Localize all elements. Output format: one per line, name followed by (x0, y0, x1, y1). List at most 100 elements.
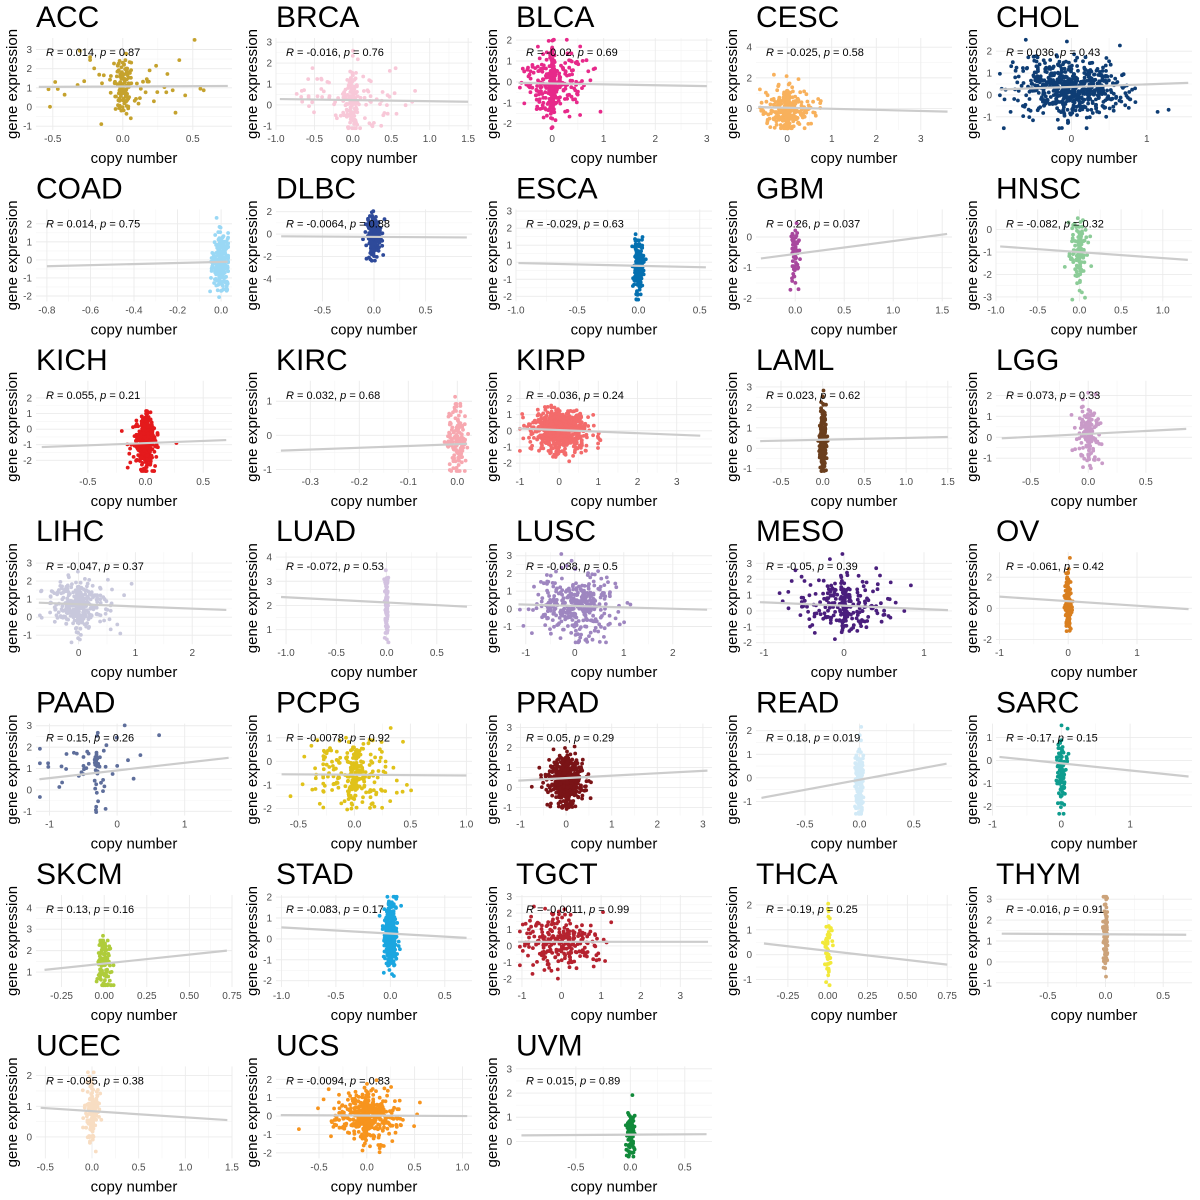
data-point (567, 114, 572, 119)
data-point (552, 441, 556, 445)
x-tick-label: 0.0 (139, 477, 153, 488)
data-point (824, 402, 828, 407)
x-tick-label: 2 (652, 134, 658, 145)
data-point (348, 109, 353, 114)
data-point (640, 235, 645, 239)
y-axis-label: gene expression (4, 200, 21, 310)
y-tick-label: 0 (986, 90, 992, 101)
data-point (458, 401, 463, 406)
p-eq: = (820, 218, 833, 230)
data-point (1086, 422, 1090, 426)
data-point (115, 622, 120, 627)
data-point (1013, 75, 1018, 80)
p-value: 0.68 (359, 390, 380, 402)
data-point (558, 423, 563, 428)
r-symbol: R (526, 218, 534, 230)
x-axis-label: copy number (811, 321, 898, 338)
p-value: 0.63 (603, 218, 624, 230)
x-tick-label: -0.4 (125, 305, 143, 316)
data-point (1077, 230, 1082, 235)
x-axis-label: copy number (571, 150, 658, 167)
x-axis-label: copy number (91, 321, 178, 338)
data-point (310, 100, 315, 105)
data-point (381, 253, 386, 257)
data-point (536, 44, 540, 49)
data-point (540, 103, 545, 107)
data-point (376, 231, 380, 235)
data-point (1118, 95, 1123, 100)
y-tick-label: 2 (746, 403, 752, 414)
data-point (212, 240, 217, 245)
x-tick-label: -0.8 (38, 305, 56, 316)
data-point (362, 89, 366, 93)
data-point (1086, 436, 1091, 440)
data-point (1113, 76, 1118, 81)
data-point (1061, 101, 1065, 106)
r-symbol: R (286, 47, 294, 59)
data-point (531, 70, 536, 75)
data-point (1075, 113, 1079, 117)
data-point (136, 101, 141, 106)
data-point (638, 272, 643, 277)
data-point (346, 125, 350, 129)
data-point (772, 72, 776, 77)
data-point (155, 90, 160, 94)
p-symbol: p (583, 218, 590, 230)
data-point (1021, 114, 1026, 118)
data-point (223, 264, 228, 269)
r-symbol: R (286, 218, 294, 230)
data-point (544, 75, 549, 80)
data-point (372, 121, 376, 125)
y-tick-label: 1 (506, 410, 512, 421)
data-point (1032, 74, 1036, 79)
data-point (537, 448, 541, 453)
data-point (786, 90, 791, 95)
p-value: 0.24 (603, 390, 624, 402)
data-point (164, 90, 169, 95)
x-tick-label: 0 (1069, 134, 1075, 145)
data-point (351, 73, 355, 78)
data-point (564, 438, 569, 443)
data-point (631, 284, 635, 288)
data-point (1088, 75, 1092, 80)
y-axis-label: gene expression (484, 29, 501, 139)
data-point (571, 454, 575, 458)
data-point (795, 262, 800, 267)
data-point (216, 252, 221, 257)
data-point (551, 52, 556, 57)
data-point (374, 238, 379, 243)
p-symbol: p (99, 47, 106, 59)
x-tick-label: -1.0 (507, 305, 525, 316)
data-point (527, 72, 532, 77)
data-point (348, 94, 353, 98)
data-point (355, 90, 359, 94)
data-point (1081, 446, 1085, 450)
data-point (1045, 81, 1050, 86)
data-point (765, 119, 770, 124)
y-tick-label: 0 (506, 258, 512, 269)
data-point (141, 431, 146, 436)
data-point (634, 254, 639, 259)
p-eq: = (1070, 218, 1083, 230)
y-tick-label: -1 (23, 440, 32, 451)
r-symbol: R (1006, 390, 1014, 402)
x-tick-label: 1.5 (941, 477, 955, 488)
data-point (532, 418, 537, 423)
data-point (450, 425, 455, 430)
y-axis-label: gene expression (484, 200, 501, 310)
data-point (1057, 126, 1062, 131)
data-point (1126, 106, 1131, 110)
data-point (132, 98, 137, 103)
data-point (570, 78, 575, 83)
y-tick-label: 2 (506, 224, 512, 235)
y-tick-label: 2 (26, 219, 32, 230)
y-tick-label: 2 (746, 73, 752, 84)
data-point (535, 104, 540, 109)
data-point (805, 99, 810, 104)
data-point (120, 70, 124, 75)
data-point (155, 432, 160, 437)
data-point (563, 69, 568, 74)
data-point (1049, 73, 1054, 78)
data-point (462, 469, 467, 473)
